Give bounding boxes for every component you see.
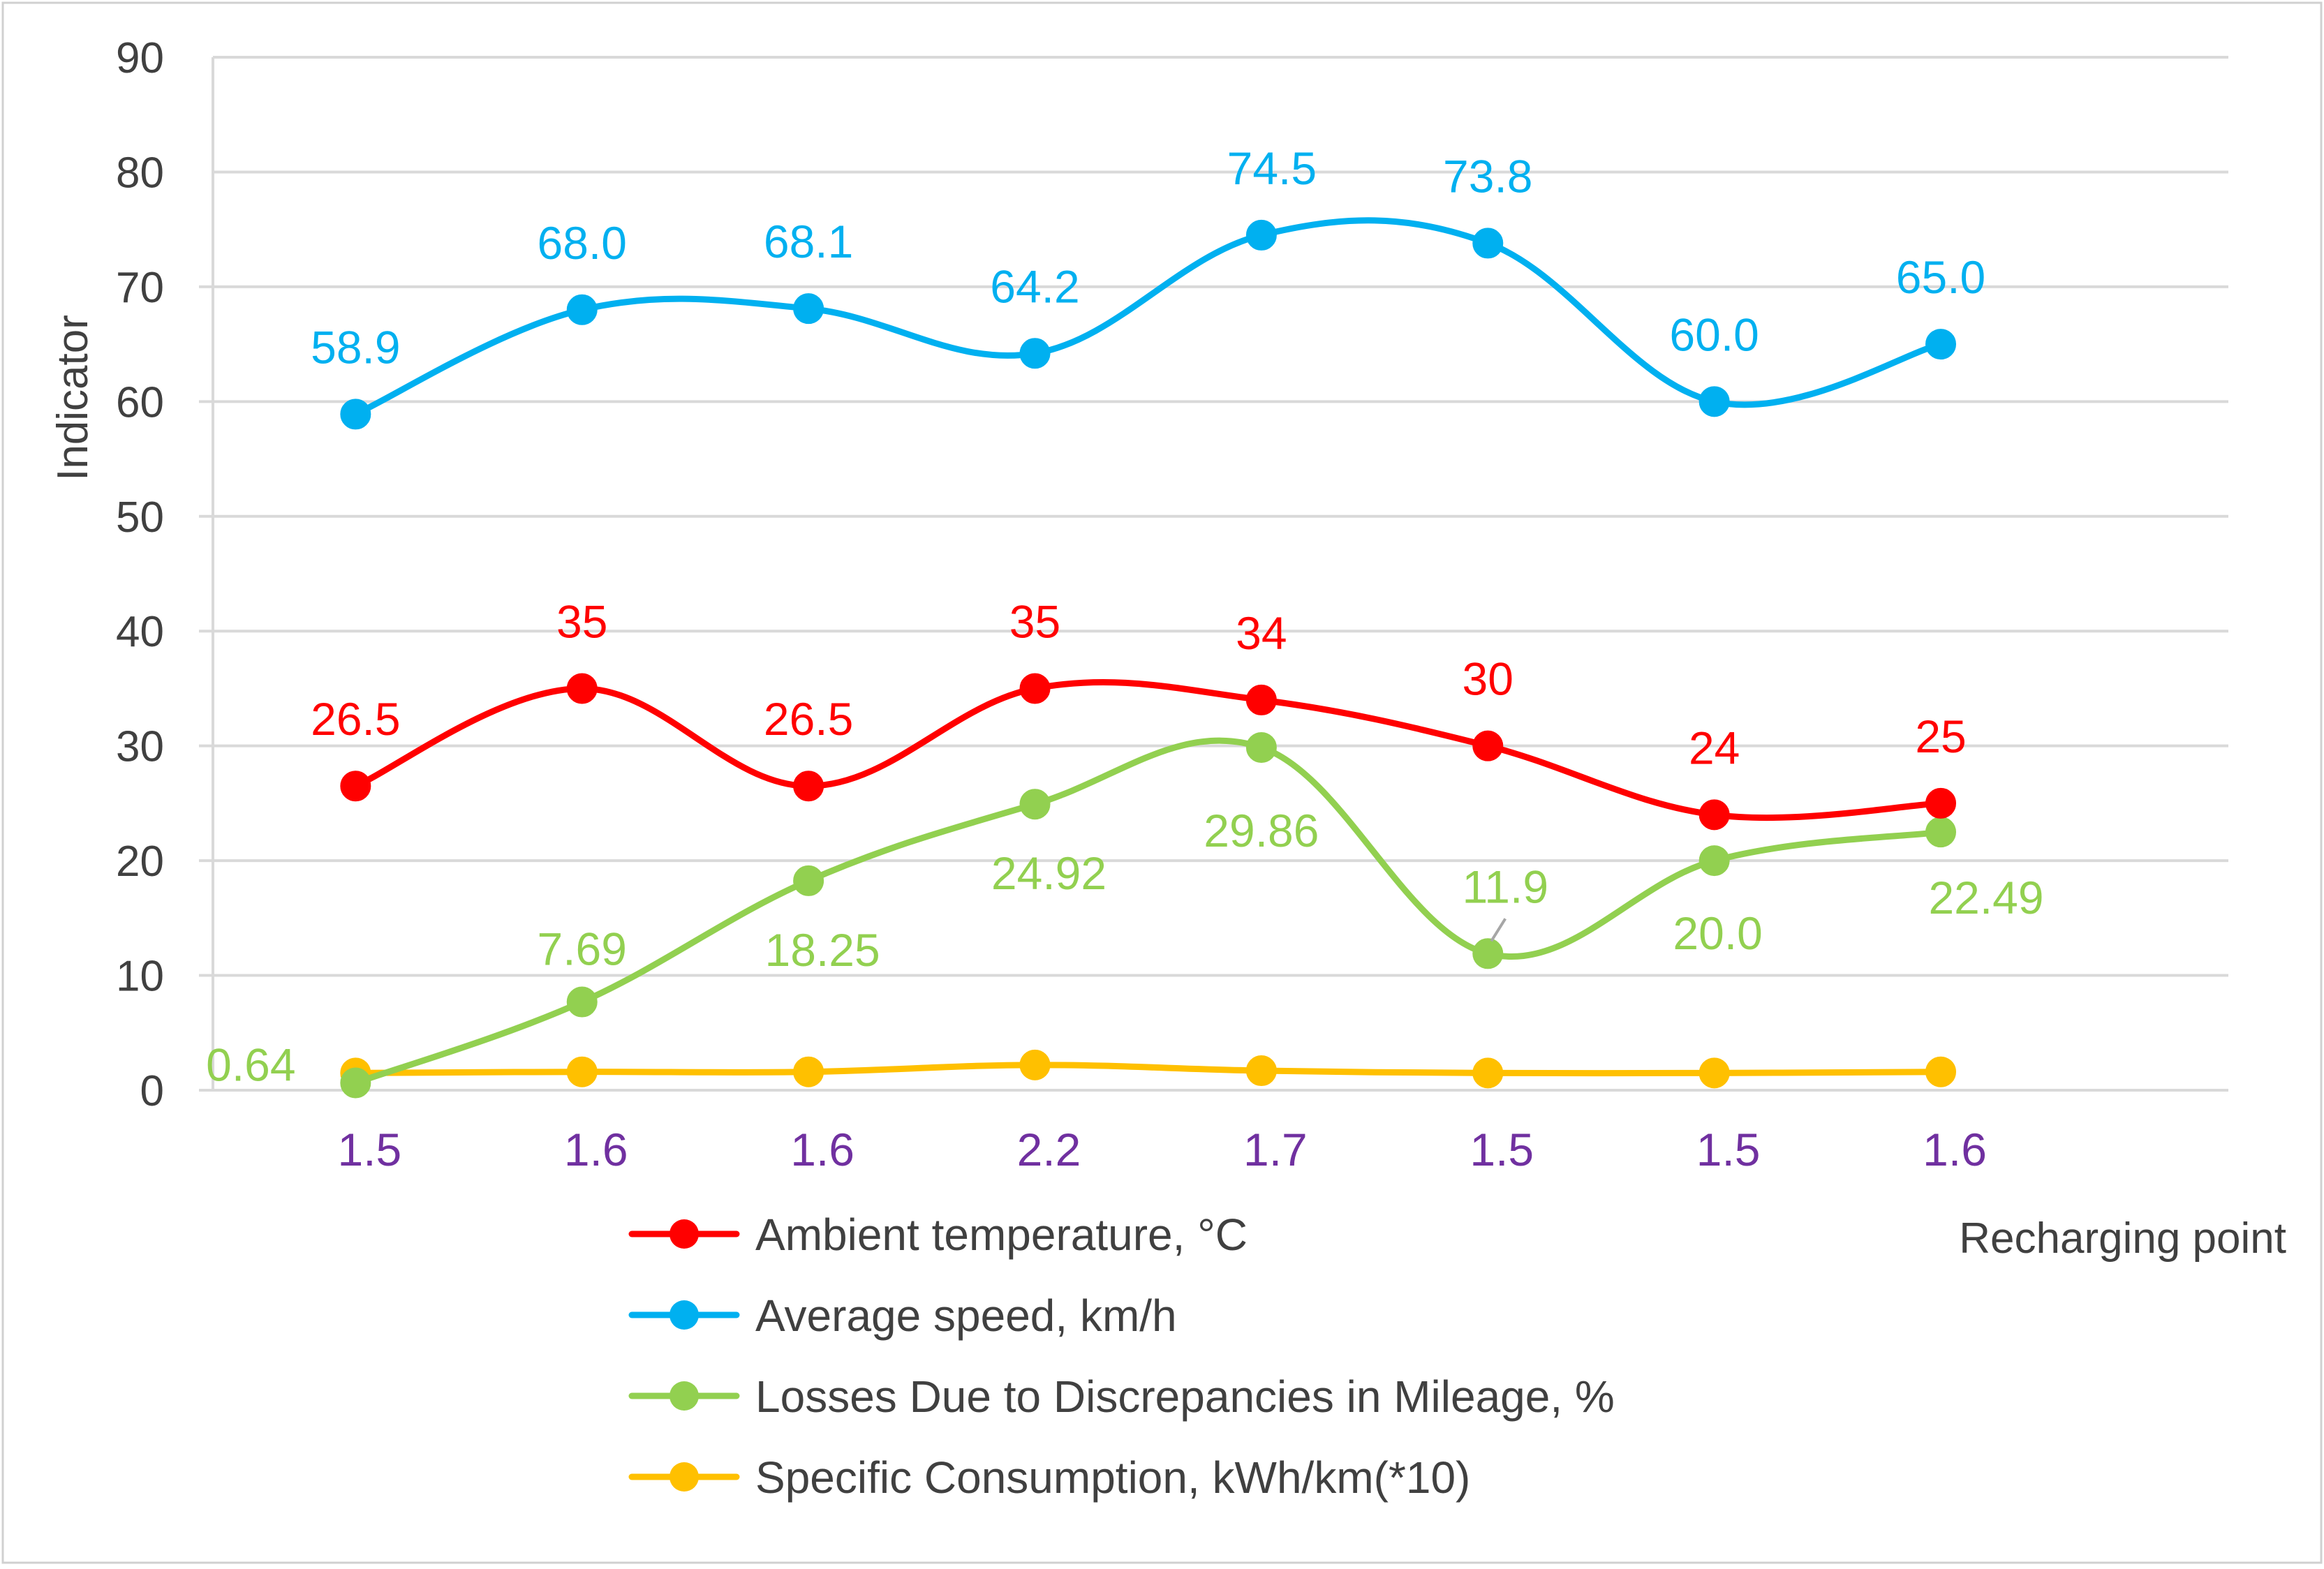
y-tick-label: 80 [116, 149, 164, 197]
series-1-point [1019, 673, 1051, 704]
data-label: 68.1 [764, 216, 853, 267]
series-2-point [793, 293, 824, 325]
series-3-point [340, 1067, 371, 1099]
gridlines [213, 56, 2228, 977]
data-label: 68.0 [538, 217, 627, 269]
series-4-point [566, 1056, 598, 1087]
data-labels: 26.5 35 26.5 35 34 30 24 25 58.9 68.0 68.1 64.2 74.5… [206, 142, 2043, 1175]
data-label: 0.64 [206, 1039, 295, 1090]
data-label: 24 [1689, 722, 1740, 773]
data-label: 22.49 [1928, 872, 2043, 923]
series-2-point [1019, 338, 1051, 369]
series-2-point [1925, 329, 1957, 360]
series-4-point [793, 1056, 824, 1087]
series-3-point [1925, 817, 1957, 848]
y-tick-label: 20 [116, 838, 164, 886]
data-label: 26.5 [311, 693, 400, 745]
y-tick-label: 40 [116, 608, 164, 656]
legend-label: Ambient temperature, °C [755, 1210, 1248, 1260]
series-3-point [566, 986, 598, 1018]
data-label: 58.9 [311, 321, 400, 373]
series-lines [340, 217, 1957, 1099]
y-tick-label: 10 [116, 953, 164, 1001]
y-tick-label: 50 [116, 493, 164, 542]
series-1-point [566, 673, 598, 704]
data-label: 1.7 [1243, 1124, 1308, 1175]
data-label: 1.6 [1923, 1124, 1987, 1175]
series-3-point [1019, 789, 1051, 820]
legend-marker-4 [669, 1462, 699, 1492]
series-1-point [1925, 787, 1957, 819]
data-label: 7.69 [538, 923, 627, 975]
data-label: 73.8 [1443, 150, 1532, 202]
series-1-point [1245, 684, 1277, 715]
data-label: 1.5 [1696, 1124, 1761, 1175]
y-tick-label: 90 [116, 34, 164, 82]
series-1-point [1698, 799, 1730, 831]
leader-line [1490, 918, 1507, 942]
legend-label: Specific Consumption, kWh/km(*10) [755, 1452, 1470, 1503]
axes: 0 10 20 30 40 50 60 70 80 90 [116, 34, 2228, 1115]
y-tick-label: 70 [116, 264, 164, 312]
series-4-point [1925, 1056, 1957, 1087]
data-label: 60.0 [1669, 308, 1759, 360]
series-2-point [1245, 219, 1277, 251]
legend-marker-2 [669, 1300, 699, 1330]
series-line-4 [352, 1062, 1944, 1077]
y-tick-label: 30 [116, 723, 164, 771]
legend-label: Average speed, km/h [755, 1291, 1177, 1341]
data-label: 30 [1463, 653, 1513, 705]
data-label: 29.86 [1204, 805, 1319, 856]
y-tick-label: 60 [116, 378, 164, 426]
data-label: 65.0 [1896, 251, 1985, 303]
data-label: 20.0 [1673, 907, 1762, 959]
series-2-point [566, 294, 598, 325]
series-3-point [793, 865, 824, 896]
data-label: 64.2 [990, 260, 1079, 312]
series-line-1 [352, 678, 1944, 821]
data-label: 74.5 [1227, 142, 1317, 194]
data-label: 25 [1915, 711, 1966, 762]
series-4-point [1245, 1055, 1277, 1087]
series-3-point [1245, 731, 1277, 763]
legend-marker-3 [669, 1381, 699, 1411]
x-axis-title: Recharging point [1959, 1214, 2286, 1263]
data-label: 35 [1009, 595, 1060, 647]
data-label: 1.5 [1470, 1124, 1534, 1175]
legend-label: Losses Due to Discrepancies in Mileage, … [755, 1371, 1615, 1422]
series-4-point [1472, 1057, 1504, 1089]
data-label: 11.9 [1462, 861, 1548, 912]
data-label: 1.6 [564, 1124, 628, 1175]
data-label: 26.5 [764, 693, 853, 745]
data-label: 2.2 [1017, 1124, 1081, 1175]
y-axis-title: Indicator [49, 315, 97, 481]
series-4-point [1698, 1057, 1730, 1089]
y-tick-label: 0 [140, 1067, 164, 1115]
data-label: 34 [1236, 607, 1287, 659]
series-3-point [1472, 938, 1504, 969]
data-label: 1.5 [337, 1124, 401, 1175]
series-2-point [1472, 228, 1504, 259]
legend-marker-1 [669, 1219, 699, 1249]
series-1-point [340, 771, 371, 802]
data-label: 35 [556, 595, 607, 647]
series-1-point [1472, 730, 1504, 761]
series-1-point [793, 771, 824, 802]
series-3-point [1698, 845, 1730, 877]
series-line-2 [352, 217, 1944, 417]
data-label: 24.92 [991, 847, 1107, 899]
series-2-point [340, 399, 371, 430]
series-line-3 [352, 737, 1944, 1086]
data-label: 1.6 [790, 1124, 854, 1175]
data-label: 18.25 [765, 924, 880, 976]
series-2-point [1698, 386, 1730, 417]
series-4-point [1019, 1049, 1051, 1080]
legend: Ambient temperature, °C Average speed, km… [628, 1210, 1615, 1503]
